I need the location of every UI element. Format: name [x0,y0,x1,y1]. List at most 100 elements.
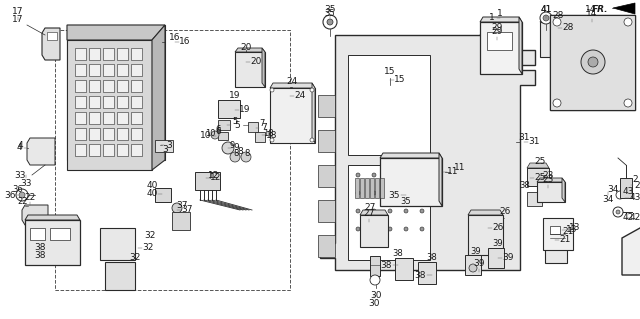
Polygon shape [540,17,570,22]
Bar [195,172,220,190]
Bar [89,80,100,92]
Circle shape [310,88,314,92]
Polygon shape [152,25,165,170]
Text: 6: 6 [215,127,221,136]
Text: 37: 37 [181,205,193,214]
Polygon shape [348,55,430,155]
Text: 28: 28 [563,24,573,33]
Text: 26: 26 [492,224,504,233]
Bar [131,80,142,92]
Circle shape [401,186,413,198]
Polygon shape [25,215,80,220]
Text: 42: 42 [622,213,634,222]
Bar [248,122,258,132]
Circle shape [581,50,605,74]
Bar [318,95,335,117]
Bar [527,192,542,206]
Circle shape [388,191,392,195]
Polygon shape [42,28,60,60]
Circle shape [404,209,408,213]
Circle shape [388,227,392,231]
Text: 39: 39 [473,259,484,269]
Text: 38: 38 [414,271,426,279]
Polygon shape [22,205,48,225]
Text: 10: 10 [200,131,212,140]
Polygon shape [505,30,508,67]
Polygon shape [468,210,503,215]
Bar [365,178,369,198]
Text: 25: 25 [534,174,546,182]
Bar [540,22,570,57]
Bar [218,100,240,118]
Polygon shape [567,17,570,57]
Circle shape [19,192,25,198]
Bar [131,48,142,60]
Text: 29: 29 [492,27,502,36]
Polygon shape [562,178,565,202]
Polygon shape [270,83,315,88]
Bar [395,258,413,280]
Text: 24: 24 [286,78,298,86]
Text: 27: 27 [364,210,374,219]
Text: 20: 20 [250,57,262,66]
Text: 5: 5 [232,116,237,125]
Text: 15: 15 [384,68,396,77]
Bar [75,96,86,108]
Bar [131,128,142,140]
Text: 43: 43 [629,194,640,203]
Text: 3: 3 [162,145,168,154]
Circle shape [241,152,251,162]
Bar [103,144,114,156]
Text: 4: 4 [17,140,23,150]
Bar [480,35,508,67]
Bar [468,215,503,255]
Bar [155,140,173,152]
Bar [131,112,142,124]
Text: 38: 38 [520,181,531,189]
Circle shape [270,138,274,142]
Bar [117,128,128,140]
Bar [75,48,86,60]
Bar [117,64,128,76]
Circle shape [420,173,424,177]
Bar [89,144,100,156]
Text: 14: 14 [586,10,598,19]
Polygon shape [480,30,508,35]
Circle shape [404,227,408,231]
Text: 35: 35 [401,197,412,206]
Bar [89,96,100,108]
Text: 9: 9 [233,144,239,152]
Text: 25: 25 [534,158,546,167]
Text: 8: 8 [237,146,243,155]
Text: 8: 8 [234,149,239,158]
Circle shape [16,189,28,201]
Bar [487,32,512,50]
Text: 36: 36 [4,190,16,199]
Text: 13: 13 [566,226,578,234]
Circle shape [388,209,392,213]
Bar [117,144,128,156]
Polygon shape [380,153,442,158]
Bar [117,80,128,92]
Bar [550,15,635,110]
Polygon shape [527,163,549,168]
Bar [465,255,481,275]
Bar [537,182,565,202]
Bar [380,158,442,206]
Text: 32: 32 [142,243,154,253]
Circle shape [420,191,424,195]
Bar [235,52,265,87]
Polygon shape [67,25,165,160]
Circle shape [540,12,552,24]
Bar [75,144,86,156]
Text: 16: 16 [169,33,180,42]
Bar [103,48,114,60]
Bar [117,48,128,60]
Circle shape [420,227,424,231]
Bar [418,262,436,284]
Text: 40: 40 [147,189,157,198]
Circle shape [616,210,620,214]
Text: 39: 39 [493,240,503,249]
Bar [117,96,128,108]
Bar [380,178,384,198]
